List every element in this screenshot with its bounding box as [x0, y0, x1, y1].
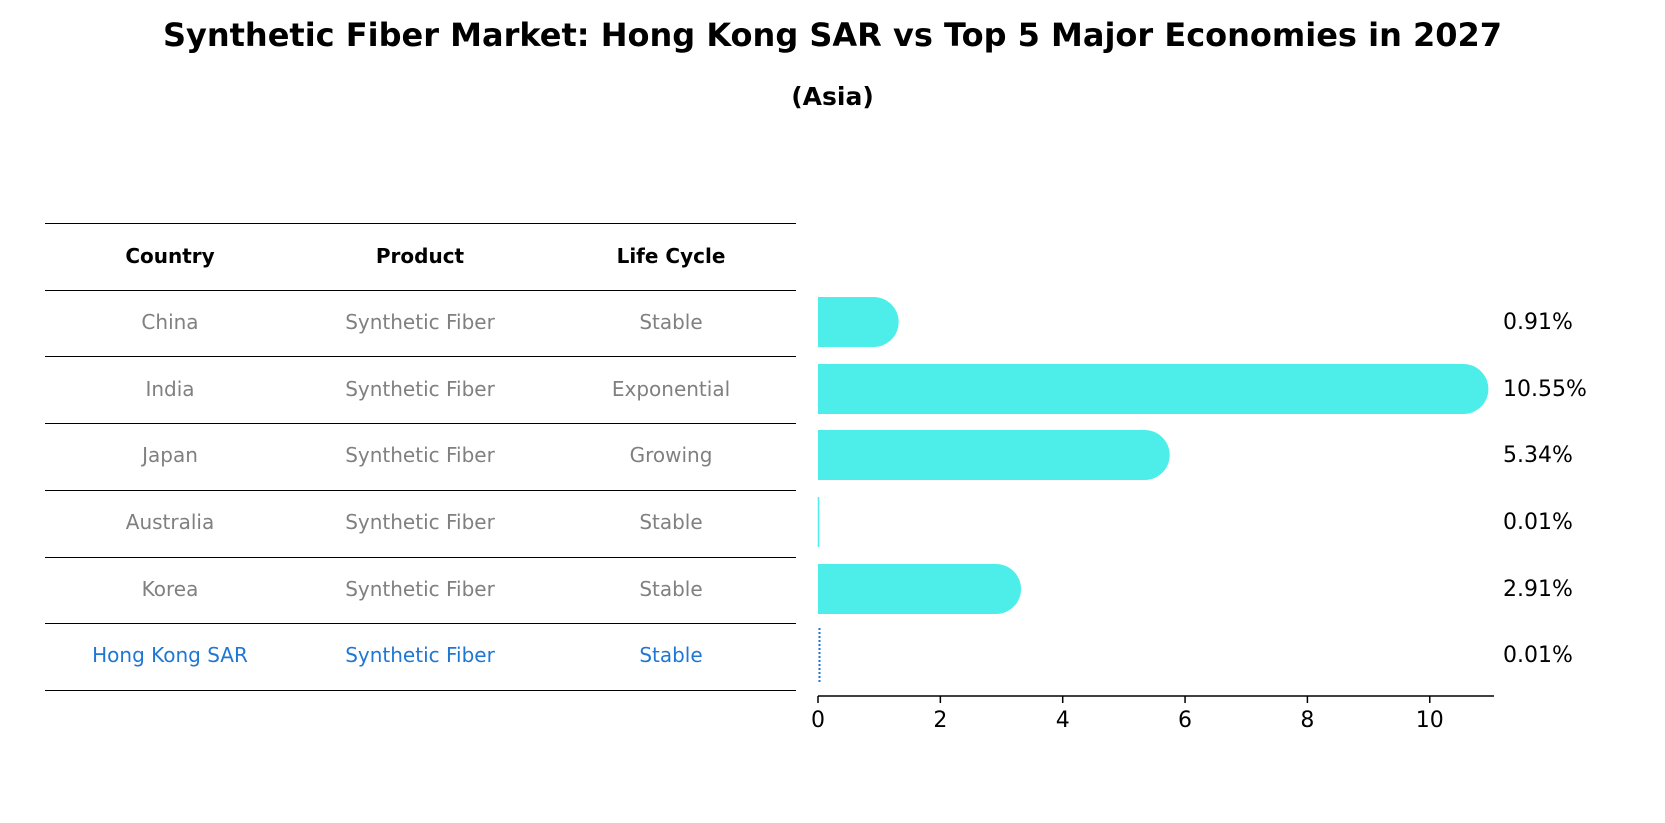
table-cell-product: Synthetic Fiber	[345, 377, 495, 401]
table-cell-country: Korea	[141, 577, 199, 601]
table-cell-country: Japan	[142, 443, 198, 467]
table-rule	[45, 423, 796, 424]
table-cell-product: Synthetic Fiber	[345, 577, 495, 601]
bar-value-label: 10.55%	[1503, 377, 1587, 402]
chart-title: Synthetic Fiber Market: Hong Kong SAR vs…	[162, 16, 1503, 54]
bar-body	[818, 364, 1464, 414]
bar-value-label: 0.91%	[1503, 310, 1573, 335]
bar-value-label: 0.01%	[1503, 643, 1573, 668]
x-tick-label: 2	[933, 708, 947, 733]
table-cell-life-cycle: Stable	[639, 510, 703, 534]
table-cell-product: Synthetic Fiber	[345, 310, 495, 334]
table-cell-product: Synthetic Fiber	[345, 443, 495, 467]
table-cell-country: India	[145, 377, 195, 401]
table-cell-life-cycle: Stable	[639, 310, 703, 334]
table-cell-life-cycle: Growing	[629, 443, 713, 467]
table-rule	[45, 690, 796, 691]
table-cell-country: China	[141, 310, 199, 334]
table-cell-life-cycle: Stable	[639, 577, 703, 601]
bar-value-label: 0.01%	[1503, 510, 1573, 535]
table-cell-life-cycle: Exponential	[611, 377, 731, 401]
bar-body	[818, 297, 874, 347]
x-tick-label: 0	[811, 708, 825, 733]
bar-body	[818, 430, 1145, 480]
table-rule	[45, 223, 796, 224]
bar-value-label: 2.91%	[1503, 577, 1573, 602]
column-header-life-cycle: Life Cycle	[616, 244, 726, 268]
x-tick-label: 8	[1300, 708, 1314, 733]
chart-subtitle: (Asia)	[791, 82, 874, 111]
column-header-country: Country	[125, 244, 215, 268]
table-cell-country: Australia	[125, 510, 215, 534]
table-rule	[45, 623, 796, 624]
table-rule	[45, 290, 796, 291]
table-cell-country: Hong Kong SAR	[92, 643, 248, 667]
table-cell-life-cycle: Stable	[639, 643, 703, 667]
x-tick-label: 6	[1178, 708, 1192, 733]
x-tick-label: 10	[1416, 708, 1444, 733]
table-cell-product: Synthetic Fiber	[345, 643, 495, 667]
table-rule	[45, 490, 796, 491]
bar-value-label: 5.34%	[1503, 443, 1573, 468]
table-rule	[45, 356, 796, 357]
table-cell-product: Synthetic Fiber	[345, 510, 495, 534]
bar-body	[818, 564, 997, 614]
x-tick-label: 4	[1056, 708, 1070, 733]
column-header-product: Product	[375, 244, 465, 268]
table-rule	[45, 557, 796, 558]
